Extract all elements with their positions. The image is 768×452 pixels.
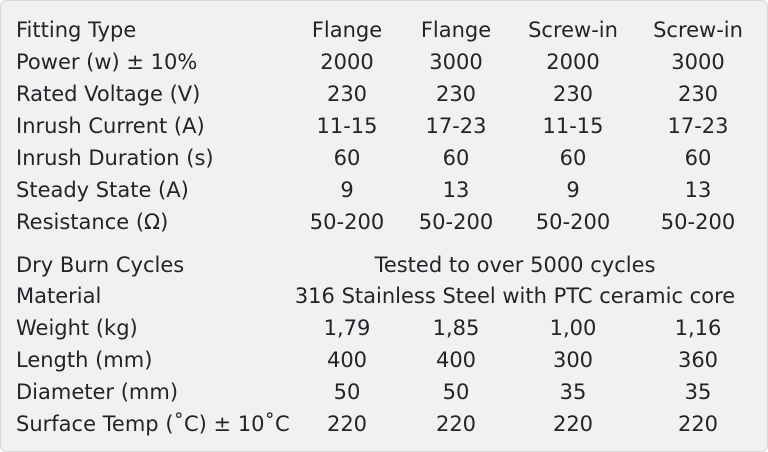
value-cell: Screw-in [653, 18, 743, 42]
value-cell: 50 [333, 380, 361, 404]
value-cell: 1,85 [432, 316, 480, 340]
value-cell: 9 [340, 178, 354, 202]
value-cell: 35 [684, 380, 712, 404]
value-cell: 60 [442, 146, 470, 170]
row-label: Dry Burn Cycles [16, 253, 185, 277]
value-cell: 9 [566, 178, 580, 202]
value-cell: 230 [677, 82, 719, 106]
value-cell: 50 [442, 380, 470, 404]
value-cell: 400 [435, 348, 477, 372]
value-cell: 2000 [546, 50, 600, 74]
value-cell: 360 [677, 348, 719, 372]
spanning-value: 316 Stainless Steel with PTC ceramic cor… [294, 284, 736, 308]
value-cell: Flange [311, 18, 383, 42]
row-fitting-type: Fitting Type Flange Flange Screw-in Scre… [1, 14, 768, 46]
row-label: Weight (kg) [16, 316, 138, 340]
value-cell: 220 [435, 412, 477, 436]
row-label: Length (mm) [16, 348, 153, 372]
value-cell: 1,00 [549, 316, 597, 340]
value-cell: Screw-in [528, 18, 618, 42]
value-cell: 3000 [429, 50, 483, 74]
value-cell: 17-23 [425, 114, 487, 138]
value-cell: 300 [552, 348, 594, 372]
row-label: Material [16, 284, 102, 308]
value-cell: 220 [677, 412, 719, 436]
value-cell: 50-200 [309, 210, 385, 234]
value-cell: 60 [559, 146, 587, 170]
spanning-value: Tested to over 5000 cycles [374, 253, 656, 277]
row-label: Inrush Duration (s) [16, 146, 214, 170]
value-cell: 220 [326, 412, 368, 436]
value-cell: 17-23 [667, 114, 729, 138]
value-cell: 13 [684, 178, 712, 202]
row-weight: Weight (kg) 1,79 1,85 1,00 1,16 [1, 312, 768, 344]
value-cell: 1,16 [674, 316, 722, 340]
value-cell: 400 [326, 348, 368, 372]
row-label: Steady State (A) [16, 178, 189, 202]
row-label: Fitting Type [16, 18, 137, 42]
value-cell: 11-15 [316, 114, 378, 138]
value-cell: 60 [333, 146, 361, 170]
row-label: Rated Voltage (V) [16, 82, 201, 106]
row-dry-burn-cycles: Dry Burn Cycles Tested to over 5000 cycl… [1, 249, 768, 281]
value-cell: 50-200 [660, 210, 736, 234]
row-diameter: Diameter (mm) 50 50 35 35 [1, 376, 768, 408]
row-length: Length (mm) 400 400 300 360 [1, 344, 768, 376]
row-inrush-current: Inrush Current (A) 11-15 17-23 11-15 17-… [1, 110, 768, 142]
row-label: Diameter (mm) [16, 380, 179, 404]
value-cell: 50-200 [535, 210, 611, 234]
value-cell: 50-200 [418, 210, 494, 234]
row-inrush-duration: Inrush Duration (s) 60 60 60 60 [1, 142, 768, 174]
value-cell: 1,79 [323, 316, 371, 340]
row-surface-temp: Surface Temp (˚C) ± 10˚C 220 220 220 220 [1, 408, 768, 440]
value-cell: Flange [420, 18, 492, 42]
row-label: Inrush Current (A) [16, 114, 205, 138]
value-cell: 35 [559, 380, 587, 404]
row-material: Material 316 Stainless Steel with PTC ce… [1, 280, 768, 312]
row-label: Surface Temp (˚C) ± 10˚C [16, 412, 290, 436]
row-resistance: Resistance (Ω) 50-200 50-200 50-200 50-2… [1, 206, 768, 238]
row-steady-state: Steady State (A) 9 13 9 13 [1, 174, 768, 206]
value-cell: 230 [326, 82, 368, 106]
value-cell: 230 [552, 82, 594, 106]
row-power: Power (w) ± 10% 2000 3000 2000 3000 [1, 46, 768, 78]
row-label: Power (w) ± 10% [16, 50, 198, 74]
value-cell: 11-15 [542, 114, 604, 138]
value-cell: 220 [552, 412, 594, 436]
value-cell: 3000 [671, 50, 725, 74]
value-cell: 60 [684, 146, 712, 170]
row-label: Resistance (Ω) [16, 210, 169, 234]
value-cell: 230 [435, 82, 477, 106]
value-cell: 13 [442, 178, 470, 202]
value-cell: 2000 [320, 50, 374, 74]
row-rated-voltage: Rated Voltage (V) 230 230 230 230 [1, 78, 768, 110]
